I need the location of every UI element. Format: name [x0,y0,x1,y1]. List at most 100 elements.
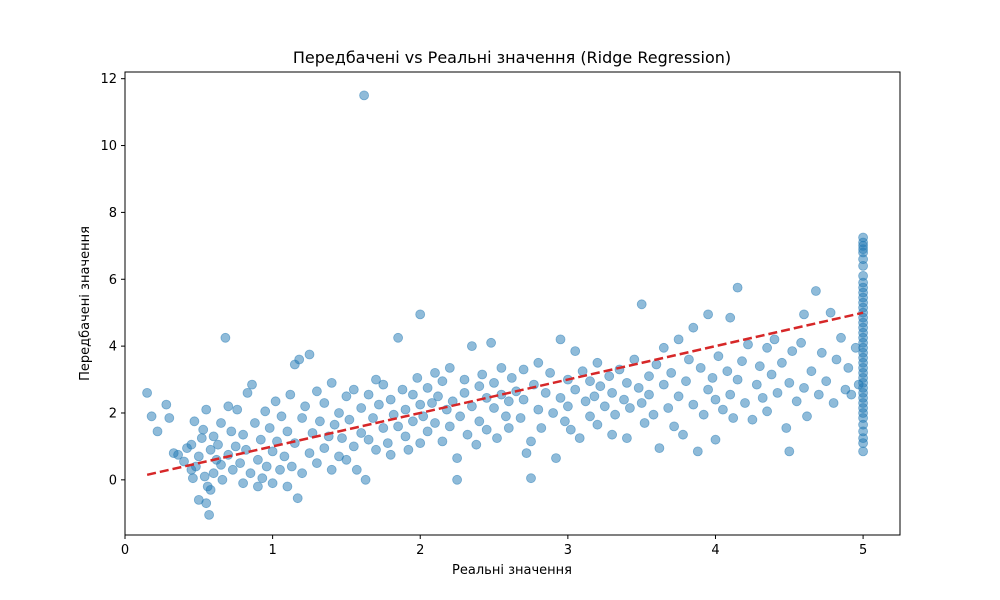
x-tick-label: 5 [859,543,867,558]
scatter-point [477,369,488,380]
scatter-point [205,444,216,455]
scatter-point [799,309,809,320]
scatter-point [348,384,359,395]
scatter-point [297,468,308,479]
scatter-point [371,444,381,455]
scatter-point [319,443,330,454]
scatter-point [216,418,226,428]
scatter-point [784,446,795,457]
scatter-point [663,403,674,413]
scatter-point [360,474,371,485]
scatter-point [260,406,271,417]
scatter-point [769,334,780,345]
scatter-point [574,433,585,444]
scatter-point [707,372,718,383]
scatter-point [286,461,297,472]
scatter-point [393,332,404,343]
scatter-point [754,361,765,372]
scatter-point [359,90,370,101]
scatter-point [658,342,669,353]
scatter-point [858,260,868,271]
scatter-point [216,459,226,470]
scatter-point [500,411,511,422]
scatter-point [208,431,219,442]
plot-frame [124,71,901,536]
scatter-point [521,448,532,459]
scatter-point [710,434,721,445]
scatter-point [636,299,647,310]
scatter-point [275,464,285,475]
scatter-point [622,377,632,388]
scatter-point [371,374,381,385]
scatter-point [533,357,544,368]
scatter-point [791,396,802,407]
scatter-point [654,443,665,454]
scatter-point [604,371,615,382]
scatter-point [692,446,703,457]
scatter-point [466,341,477,352]
scatter-point [142,387,153,398]
x-tick-label: 0 [121,543,129,558]
scatter-point [152,426,163,437]
scatter-point [565,424,576,435]
scatter-point [787,346,798,357]
scatter-point [415,309,426,320]
y-tick-label: 12 [100,72,117,87]
scatter-point [329,419,340,430]
scatter-point [393,421,404,432]
scatter-point [187,473,198,484]
scatter-point [585,376,595,387]
y-tick-label: 2 [109,406,117,421]
scatter-point [235,458,246,469]
scatter-point [198,424,209,435]
x-tick-label: 2 [416,543,424,558]
scatter-point [334,408,344,418]
scatter-point [518,394,529,405]
scatter-point [261,461,272,472]
scatter-point [622,433,632,444]
scatter-point [226,426,237,437]
scatter-point [777,357,787,368]
scatter-point [341,391,352,402]
x-tick-label: 1 [268,543,276,558]
scatter-point [459,387,470,398]
scatter-point [264,423,275,433]
scatter-point [766,369,777,380]
scatter-point [713,351,724,362]
scatter-point [481,424,492,435]
scatter-point [474,416,485,427]
scatter-point [311,458,322,469]
scatter-point [227,464,238,475]
scatter-point [238,429,249,440]
scatter-point [397,384,408,395]
scatter-point [772,387,783,398]
scatter-point [651,359,662,370]
scatter-point [201,498,212,509]
scatter-point [811,286,821,296]
scatter-point [344,414,355,425]
scatter-point [503,396,514,407]
scatter-point [230,441,241,452]
scatter-point [314,416,325,427]
scatter-point [607,429,617,440]
scatter-point [208,468,219,479]
scatter-point [415,438,426,449]
scatter-point [732,282,743,293]
scatter-point [385,449,396,460]
scatter-point [257,473,268,484]
scatter-point [585,411,595,422]
scatter-point [633,382,644,393]
x-axis-label: Реальні значення [452,563,572,578]
scatter-point [267,446,278,457]
scatter-point [437,376,448,387]
scatter-point [740,398,750,408]
scatter-point [385,394,396,405]
scatter-point [462,429,473,440]
scatter-point [252,454,263,465]
scatter-point [356,428,367,438]
scatter-point [403,444,414,455]
scatter-point [503,423,514,433]
scatter-point [688,399,699,410]
scatter-point [688,322,699,333]
scatter-point [232,404,243,415]
